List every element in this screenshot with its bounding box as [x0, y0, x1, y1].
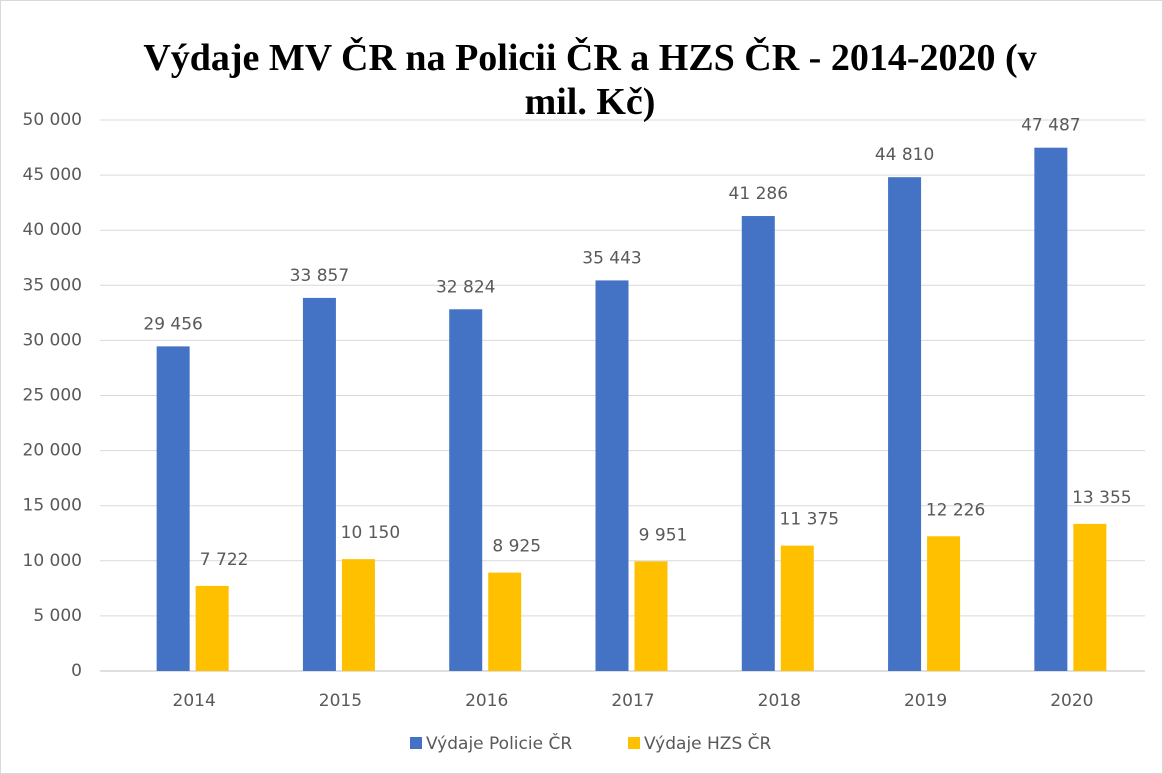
bar — [488, 572, 522, 671]
bar — [1034, 147, 1068, 672]
chart-title: Výdaje MV ČR na Policii ČR a HZS ČR - 20… — [143, 37, 1037, 123]
y-tick-label: 0 — [71, 661, 82, 681]
data-label: 41 286 — [729, 184, 788, 204]
data-label: 7 722 — [200, 550, 249, 570]
y-tick-label: 30 000 — [23, 330, 82, 350]
bar — [302, 297, 336, 671]
x-tick-label: 2020 — [1050, 691, 1093, 711]
data-label: 44 810 — [875, 145, 934, 165]
data-label: 35 443 — [582, 248, 641, 268]
legend-label: Výdaje Policie ČR — [426, 732, 572, 754]
bar — [595, 280, 629, 671]
data-label: 9 951 — [639, 525, 688, 545]
bar — [888, 177, 922, 672]
x-tick-label: 2016 — [465, 691, 508, 711]
legend-swatch — [628, 737, 640, 749]
y-tick-label: 25 000 — [23, 386, 82, 406]
x-tick-label: 2017 — [611, 691, 654, 711]
y-tick-label: 10 000 — [23, 551, 82, 571]
x-tick-label: 2018 — [758, 691, 801, 711]
bar — [634, 561, 668, 671]
bar — [1073, 523, 1107, 671]
y-tick-label: 45 000 — [23, 165, 82, 185]
x-tick-label: 2014 — [173, 691, 216, 711]
y-tick-label: 5 000 — [33, 606, 82, 626]
bar — [195, 585, 229, 671]
bar — [927, 536, 961, 671]
data-label: 13 355 — [1072, 488, 1131, 508]
data-label: 10 150 — [341, 523, 400, 543]
y-tick-label: 20 000 — [23, 441, 82, 461]
x-tick-label: 2015 — [319, 691, 362, 711]
data-label: 29 456 — [143, 314, 202, 334]
y-tick-label: 35 000 — [23, 275, 82, 295]
y-tick-label: 40 000 — [23, 220, 82, 240]
y-tick-label: 50 000 — [23, 110, 82, 130]
data-label: 8 925 — [492, 537, 541, 557]
bar — [156, 346, 190, 671]
bar — [341, 559, 375, 671]
data-label: 47 487 — [1021, 116, 1080, 136]
bar — [741, 216, 775, 672]
data-label: 33 857 — [290, 266, 349, 286]
x-tick-label: 2019 — [904, 691, 947, 711]
bar — [780, 545, 814, 671]
bar — [449, 309, 483, 671]
data-label: 32 824 — [436, 277, 495, 297]
data-label: 11 375 — [780, 510, 839, 530]
data-label: 12 226 — [926, 500, 985, 520]
legend-swatch — [410, 737, 422, 749]
y-tick-label: 15 000 — [23, 496, 82, 516]
legend-label: Výdaje HZS ČR — [644, 732, 772, 754]
